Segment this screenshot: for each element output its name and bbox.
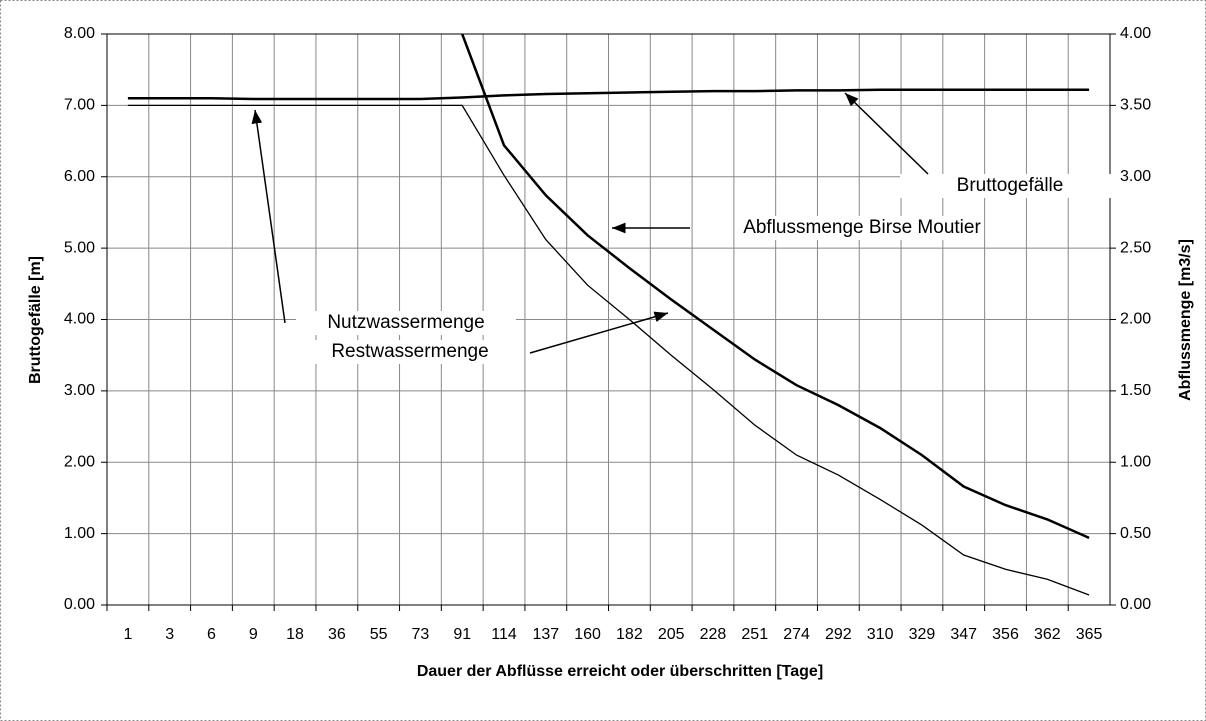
- y2-tick-label: 2.00: [1120, 311, 1151, 328]
- plot-lines: [127, 34, 1090, 596]
- x-tick-label: 1: [123, 626, 132, 643]
- series-line: [461, 34, 1090, 540]
- x-tick-label: 18: [286, 626, 304, 643]
- y2-tick-label: 0.50: [1120, 525, 1151, 542]
- y-axis-label: Bruttogefälle [m]: [27, 256, 44, 384]
- x-tick-label: 310: [867, 626, 894, 643]
- callout-label: Nutzwassermenge: [327, 312, 484, 333]
- y2-tick-label: 1.50: [1120, 382, 1151, 399]
- x-tick-label: 36: [328, 626, 346, 643]
- x-tick-label: 9: [249, 626, 258, 643]
- x-tick-label: 274: [783, 626, 810, 643]
- y-tick-label: 0.00: [64, 596, 95, 613]
- x-tick-label: 160: [574, 626, 601, 643]
- x-tick-label: 205: [658, 626, 685, 643]
- y2-tick-label: 4.00: [1120, 25, 1151, 42]
- callout-bg: [300, 340, 520, 364]
- y-tick-label: 4.00: [64, 311, 95, 328]
- y-tick-label: 3.00: [64, 382, 95, 399]
- series-line: [127, 88, 1090, 101]
- y-tick-label: 8.00: [64, 25, 95, 42]
- y-tick-label: 2.00: [64, 453, 95, 470]
- callout-arrow: [844, 92, 929, 175]
- x-tick-label: 91: [453, 626, 471, 643]
- y2-tick-label: 1.00: [1120, 453, 1151, 470]
- x-axis-label: Dauer der Abflüsse erreicht oder übersch…: [417, 663, 823, 680]
- y2-tick-label: 0.00: [1120, 596, 1151, 613]
- x-tick-label: 114: [491, 626, 517, 643]
- x-tick-label: 73: [412, 626, 430, 643]
- series-line: [127, 104, 1090, 596]
- x-tick-label: 182: [616, 626, 643, 643]
- x-tick-label: 137: [532, 626, 559, 643]
- x-tick-label: 228: [700, 626, 727, 643]
- callout-label: Bruttogefälle: [957, 175, 1064, 196]
- y2-tick-label: 3.50: [1120, 97, 1151, 114]
- y-tick-label: 1.00: [64, 525, 95, 542]
- y-tick-label: 7.00: [64, 97, 95, 114]
- x-tick-label: 347: [950, 626, 977, 643]
- callout-bg: [900, 174, 1120, 198]
- callout-label: Restwassermenge: [331, 341, 488, 362]
- y2-tick-label: 2.50: [1120, 239, 1151, 256]
- x-tick-label: 3: [165, 626, 174, 643]
- y-tick-label: 6.00: [64, 168, 95, 185]
- x-tick-label: 292: [825, 626, 852, 643]
- x-tick-label: 365: [1076, 626, 1103, 643]
- x-tick-label: 362: [1034, 626, 1061, 643]
- callout-arrow: [251, 109, 286, 324]
- x-tick-label: 55: [370, 626, 388, 643]
- x-tick-label: 356: [992, 626, 1019, 643]
- y-tick-label: 5.00: [64, 239, 95, 256]
- callout-bg: [296, 311, 516, 335]
- x-tick-label: 329: [909, 626, 936, 643]
- y2-axis-label: Abflussmenge [m3/s]: [1177, 239, 1194, 401]
- x-tick-label: 6: [207, 626, 216, 643]
- callout-arrow: [529, 311, 669, 354]
- y2-tick-label: 3.00: [1120, 168, 1151, 185]
- x-tick-label: 251: [741, 626, 768, 643]
- callout-bg: [752, 216, 972, 240]
- callout-label: Abflussmenge Birse Moutier: [743, 217, 981, 238]
